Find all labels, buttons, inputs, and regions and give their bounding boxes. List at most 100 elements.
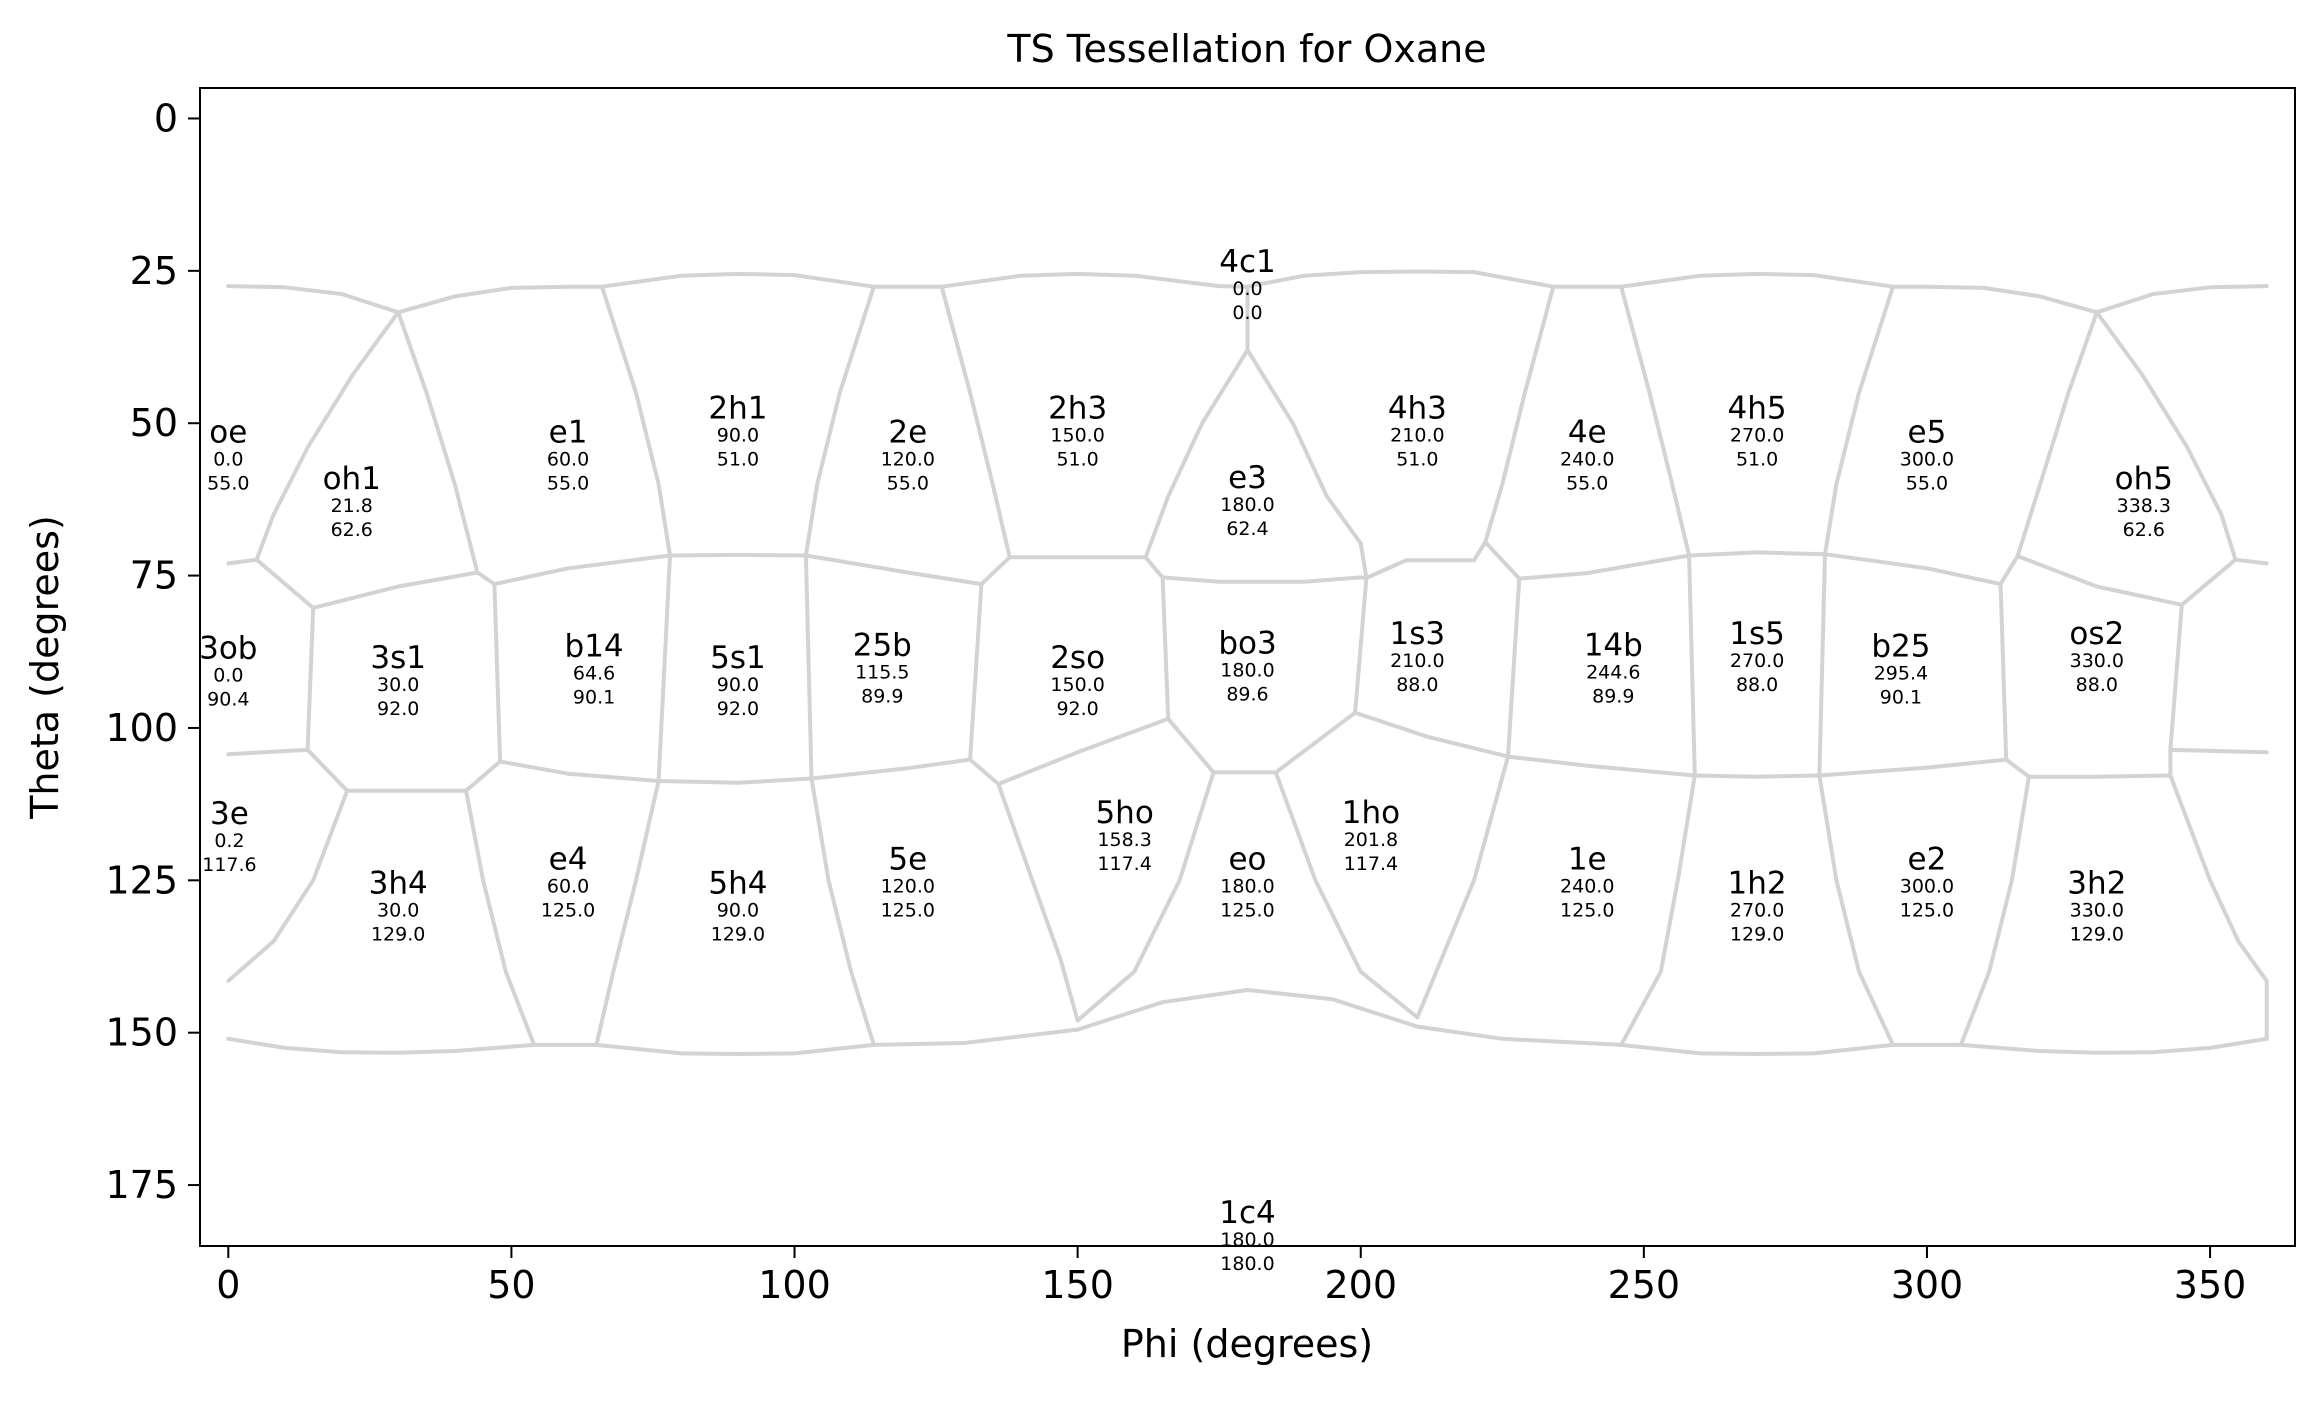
tessellation-edge xyxy=(2233,557,2269,566)
point-name-label: bo3 xyxy=(1218,626,1276,662)
point-phi-label: 240.0 xyxy=(1560,449,1614,471)
point-phi-label: 210.0 xyxy=(1390,650,1444,672)
point-name-label: oh1 xyxy=(323,461,381,497)
point-theta-label: 55.0 xyxy=(1566,473,1608,495)
point-name-label: 4h5 xyxy=(1728,390,1787,426)
point-phi-label: 158.3 xyxy=(1097,829,1151,851)
y-tick-label: 100 xyxy=(105,706,178,750)
point-theta-label: 129.0 xyxy=(2070,924,2124,946)
point-phi-label: 244.6 xyxy=(1586,661,1640,683)
tessellation-edge xyxy=(1823,284,1895,557)
y-tick-label: 50 xyxy=(130,401,178,445)
point-phi-label: 150.0 xyxy=(1050,674,1104,696)
tessellation-edge xyxy=(2168,747,2269,755)
point-phi-label: 115.5 xyxy=(855,661,909,683)
tessellation-edge xyxy=(2015,554,2184,607)
point-theta-label: 88.0 xyxy=(2076,674,2118,696)
tessellation-edge xyxy=(656,553,672,783)
point-theta-label: 51.0 xyxy=(1736,448,1778,470)
point-name-label: e3 xyxy=(1228,460,1267,496)
tessellation-edge xyxy=(498,759,661,783)
tessellation-edge xyxy=(1143,555,1165,580)
point-theta-label: 88.0 xyxy=(1736,674,1778,696)
tessellation-edge xyxy=(1075,988,1420,1032)
tessellation-edge xyxy=(1998,582,2009,762)
tessellation-edge xyxy=(1143,348,1250,560)
tessellation-edge xyxy=(1415,1024,1624,1047)
tessellation-edge xyxy=(305,747,350,793)
point-phi-label: 330.0 xyxy=(2070,900,2124,922)
tessellation-edge xyxy=(1160,575,1369,584)
point-name-label: 1s3 xyxy=(1390,616,1446,652)
point-theta-label: 129.0 xyxy=(711,924,765,946)
tessellation-edge xyxy=(1823,552,2003,587)
tessellation-edge xyxy=(1958,774,2031,1047)
point-name-label: e5 xyxy=(1908,415,1947,451)
point-name-label: oh5 xyxy=(2115,461,2173,497)
point-theta-label: 117.4 xyxy=(1344,853,1398,875)
tessellation-edge xyxy=(1619,284,1692,558)
point-phi-label: 180.0 xyxy=(1220,1229,1274,1251)
tessellation-edge xyxy=(656,776,814,785)
tessellation-edge xyxy=(1245,269,1556,289)
point-theta-label: 51.0 xyxy=(717,448,759,470)
y-tick-label: 25 xyxy=(130,249,178,293)
point-phi-label: 180.0 xyxy=(1220,494,1274,516)
x-tick-label: 300 xyxy=(1891,1263,1964,1307)
tessellation-edge xyxy=(939,271,1250,289)
tessellation-edge xyxy=(226,788,350,983)
tessellation-edge xyxy=(803,553,984,587)
tessellation-edge xyxy=(1619,773,1697,1047)
tessellation-edge xyxy=(600,271,876,289)
tessellation-edge xyxy=(871,1027,1080,1047)
point-theta-label: 55.0 xyxy=(547,473,589,495)
point-theta-label: 0.0 xyxy=(1232,302,1262,324)
tessellation-edge xyxy=(226,1036,537,1055)
point-theta-label: 89.9 xyxy=(1592,685,1634,707)
point-phi-label: 330.0 xyxy=(2070,650,2124,672)
tessellation-edge xyxy=(396,284,604,315)
point-name-label: 14b xyxy=(1584,627,1643,663)
point-theta-label: 88.0 xyxy=(1396,674,1438,696)
tessellation-edge xyxy=(1160,575,1171,721)
tessellation-edge xyxy=(1517,553,1692,581)
point-phi-label: 270.0 xyxy=(1730,650,1784,672)
point-theta-label: 90.1 xyxy=(1880,687,1922,709)
point-name-label: 2h1 xyxy=(708,390,767,426)
x-axis-label: Phi (degrees) xyxy=(1121,1322,1373,1366)
tessellation-edge xyxy=(2168,773,2269,983)
tessellation-edge xyxy=(1483,540,1522,581)
point-name-label: e1 xyxy=(549,415,588,451)
point-phi-label: 270.0 xyxy=(1730,900,1784,922)
point-phi-label: 21.8 xyxy=(331,495,373,517)
tessellation-edge xyxy=(1506,576,1522,759)
point-theta-label: 129.0 xyxy=(1730,924,1784,946)
tessellation-edge xyxy=(600,284,672,558)
point-phi-label: 90.0 xyxy=(717,424,759,446)
point-theta-label: 51.0 xyxy=(1056,448,1098,470)
y-tick-label: 125 xyxy=(105,858,178,902)
tessellation-edge xyxy=(2168,602,2184,752)
tessellation-edge xyxy=(1958,1036,2269,1055)
x-tick-label: 150 xyxy=(1041,1263,1114,1307)
x-tick-label: 350 xyxy=(2174,1263,2247,1307)
tessellation-edge xyxy=(2004,757,2031,779)
point-phi-label: 60.0 xyxy=(547,449,589,471)
